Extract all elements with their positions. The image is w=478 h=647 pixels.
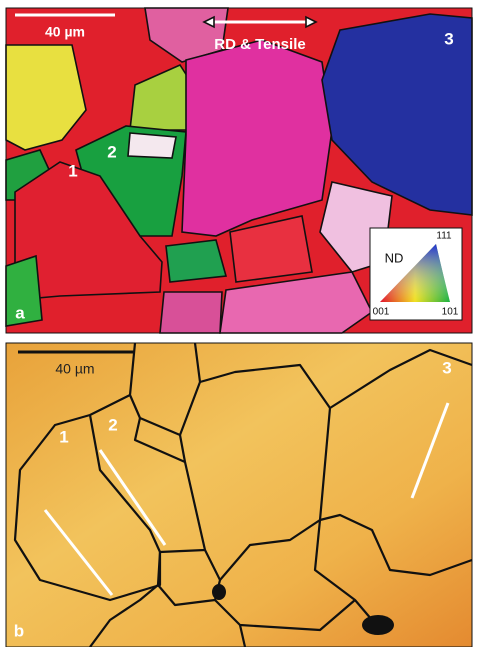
- figure: 40 µm RD & Tensile 1 2 3 a ND 111 001 10…: [0, 0, 478, 647]
- panel-label: b: [14, 621, 24, 640]
- panel-label: a: [15, 303, 25, 322]
- scale-bar-label: 40 µm: [45, 24, 85, 40]
- legend-corner: 101: [442, 307, 459, 318]
- grain-label: 2: [108, 415, 117, 434]
- panel-a: 40 µm RD & Tensile 1 2 3 a ND 111 001 10…: [6, 8, 472, 333]
- direction-label: RD & Tensile: [214, 36, 305, 53]
- legend-title: ND: [385, 250, 404, 265]
- grain-label: 2: [107, 142, 116, 161]
- grain-label: 3: [442, 358, 451, 377]
- grain-label: 3: [444, 29, 453, 48]
- grain-label: 1: [68, 161, 77, 180]
- scale-bar-label: 40 µm: [55, 361, 94, 377]
- grain-label: 1: [59, 427, 68, 446]
- legend: ND 111 001 101: [370, 228, 462, 320]
- panel-b: 40 µm 1 2 3 b: [6, 343, 472, 647]
- legend-corner: 001: [373, 307, 390, 318]
- legend-corner: 111: [436, 231, 452, 242]
